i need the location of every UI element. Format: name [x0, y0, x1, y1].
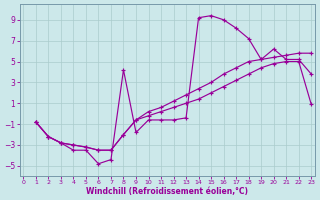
- X-axis label: Windchill (Refroidissement éolien,°C): Windchill (Refroidissement éolien,°C): [86, 187, 248, 196]
